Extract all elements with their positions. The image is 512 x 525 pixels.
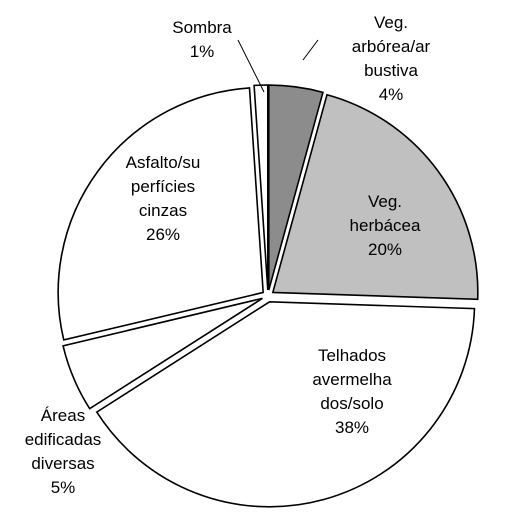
slice-label-line: diversas <box>31 454 94 473</box>
slice-label-0: Veg. arbórea/ar bustiva 4% <box>352 13 431 104</box>
slice-label-line: 4% <box>379 85 404 104</box>
slice-label-line: cinzas <box>139 201 187 220</box>
slice-label-line: Áreas <box>41 406 85 425</box>
slice-label-4: Asfalto/su perfícies cinzas 26% <box>126 153 201 244</box>
slice-label-line: avermelha <box>312 370 392 389</box>
pie-slice-0 <box>268 84 324 291</box>
slice-label-line: bustiva <box>364 61 418 80</box>
slice-label-line: dos/solo <box>320 394 383 413</box>
slice-label-line: Telhados <box>318 346 386 365</box>
slice-label-line: Sombra <box>172 18 232 37</box>
slice-label-line: Veg. <box>368 192 402 211</box>
pie-slice-1 <box>271 93 479 301</box>
pie-slice-3 <box>62 297 263 410</box>
leader-line-0 <box>302 39 319 61</box>
slice-label-line: 1% <box>190 42 215 61</box>
slice-label-line: Veg. <box>374 13 408 32</box>
slice-label-line: arbórea/ar <box>352 37 431 56</box>
slice-label-line: 5% <box>51 478 76 497</box>
slice-labels: Veg. arbórea/ar bustiva 4% Veg. herbácea 20% Te… <box>25 13 431 497</box>
slice-label-line: perfícies <box>131 177 195 196</box>
slice-label-line: herbácea <box>350 216 421 235</box>
slice-label-5: Sombra 1% <box>172 18 232 61</box>
leader-line-5 <box>237 39 265 93</box>
leader-lines <box>237 39 319 93</box>
slice-label-1: Veg. herbácea 20% <box>350 192 421 259</box>
slice-label-line: edificadas <box>25 430 102 449</box>
pie-slices <box>57 84 479 508</box>
slice-label-line: 38% <box>335 418 369 437</box>
pie-slice-4 <box>57 87 265 341</box>
slice-label-3: Áreas edificadas diversas 5% <box>25 406 102 497</box>
slice-label-2: Telhados avermelha dos/solo 38% <box>312 346 392 437</box>
pie-slice-2 <box>95 300 476 508</box>
slice-label-line: Asfalto/su <box>126 153 201 172</box>
slice-label-line: 20% <box>368 240 402 259</box>
slice-label-line: 26% <box>146 225 180 244</box>
